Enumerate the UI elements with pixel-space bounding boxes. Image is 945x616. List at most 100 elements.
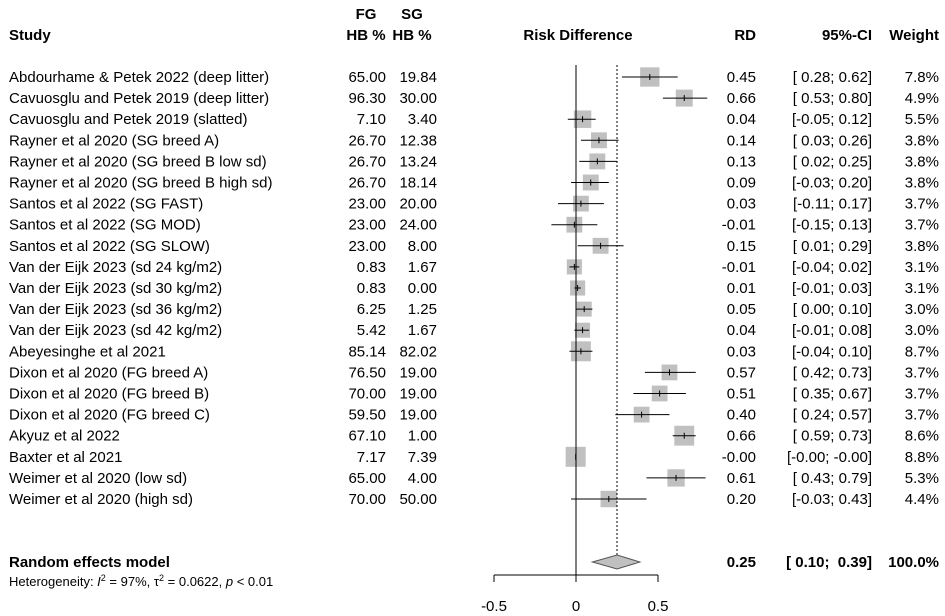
sg-value: 20.00: [399, 196, 437, 213]
ci-value: [-0.01; 0.03]: [792, 280, 872, 297]
pooled-row: Random effects model 0.25 [ 0.10; 0.39] …: [9, 554, 939, 571]
fg-value: 6.25: [357, 301, 386, 318]
table-row: Dixon et al 2020 (FG breed A) 76.50 19.00 0…: [9, 364, 939, 381]
weight-value: 3.8%: [905, 175, 939, 192]
sg-value: 0.00: [408, 280, 437, 297]
study-name: Dixon et al 2020 (FG breed C): [9, 407, 210, 424]
study-name: Van der Eijk 2023 (sd 24 kg/m2): [9, 259, 222, 276]
x-tick-label: 0: [572, 598, 580, 615]
weight-value: 8.8%: [905, 449, 939, 466]
rd-value: 0.15: [727, 238, 756, 255]
table-row: Abeyesinghe et al 2021 85.14 82.02 0.03 [-0.…: [9, 341, 939, 362]
table-row: Santos et al 2022 (SG MOD) 23.00 24.00 -0.0…: [9, 217, 939, 234]
table-row: Dixon et al 2020 (FG breed B) 70.00 19.00 0…: [9, 386, 939, 403]
column-headers: Study FG HB % SG HB % Risk Difference RD…: [9, 6, 939, 44]
table-row: Santos et al 2022 (SG SLOW) 23.00 8.00 0.15…: [9, 238, 939, 255]
rd-value: 0.04: [727, 111, 756, 128]
study-name: Rayner et al 2020 (SG breed B high sd): [9, 175, 272, 192]
fg-value: 5.42: [357, 322, 386, 339]
fg-value: 96.30: [348, 90, 386, 107]
table-row: Rayner et al 2020 (SG breed A) 26.70 12.38…: [9, 132, 939, 149]
ci-value: [ 0.24; 0.57]: [793, 407, 872, 424]
sg-value: 13.24: [399, 153, 437, 170]
heterogeneity-tau-value: = 0.0622,: [164, 574, 226, 589]
weight-value: 8.7%: [905, 343, 939, 360]
rd-value: 0.13: [727, 153, 756, 170]
fg-value: 26.70: [348, 175, 386, 192]
header-weight: Weight: [889, 27, 939, 44]
study-name: Rayner et al 2020 (SG breed A): [9, 132, 219, 149]
rd-value: 0.03: [727, 196, 756, 213]
study-name: Abeyesinghe et al 2021: [9, 343, 166, 360]
ci-value: [-0.00; -0.00]: [787, 449, 872, 466]
fg-value: 0.83: [357, 280, 386, 297]
ci-value: [ 0.42; 0.73]: [793, 364, 872, 381]
study-name: Baxter et al 2021: [9, 449, 122, 466]
rd-value: 0.01: [727, 280, 756, 297]
sg-value: 19.00: [399, 364, 437, 381]
ci-value: [-0.04; 0.10]: [792, 343, 872, 360]
table-row: Santos et al 2022 (SG FAST) 23.00 20.00 0.0…: [9, 196, 939, 213]
sg-value: 3.40: [408, 111, 437, 128]
header-sg-bottom: HB %: [392, 27, 431, 44]
sg-value: 1.00: [408, 428, 437, 445]
ci-value: [ 0.28; 0.62]: [793, 69, 872, 86]
heterogeneity-text: Heterogeneity: I2 = 97%, τ2 = 0.0622, p …: [9, 573, 273, 589]
sg-value: 30.00: [399, 90, 437, 107]
rd-value: 0.57: [727, 364, 756, 381]
rd-value: 0.45: [727, 69, 756, 86]
table-row: Baxter et al 2021 7.17 7.39 -0.00 [-0.00; -0…: [9, 446, 939, 467]
table-row: Van der Eijk 2023 (sd 30 kg/m2) 0.83 0.00 0…: [9, 280, 939, 297]
sg-value: 19.84: [399, 69, 437, 86]
study-rows: Abdourhame & Petek 2022 (deep litter) 65.…: [9, 67, 939, 508]
header-study: Study: [9, 27, 51, 44]
heterogeneity-i2-symbol: I: [97, 574, 101, 589]
study-name: Cavuosglu and Petek 2019 (deep litter): [9, 90, 269, 107]
rd-value: 0.51: [727, 386, 756, 403]
fg-value: 0.83: [357, 259, 386, 276]
weight-value: 3.7%: [905, 386, 939, 403]
study-name: Santos et al 2022 (SG FAST): [9, 196, 203, 213]
study-name: Akyuz et al 2022: [9, 428, 120, 445]
table-row: Weimer et al 2020 (high sd) 70.00 50.00 0.2…: [9, 490, 939, 508]
ci-value: [ 0.00; 0.10]: [793, 301, 872, 318]
study-name: Weimer et al 2020 (low sd): [9, 470, 187, 487]
weight-value: 3.1%: [905, 280, 939, 297]
weight-value: 3.8%: [905, 153, 939, 170]
table-row: Abdourhame & Petek 2022 (deep litter) 65.…: [9, 67, 939, 87]
heterogeneity-tau-symbol: τ: [154, 574, 160, 589]
rd-value: 0.61: [727, 470, 756, 487]
sg-value: 12.38: [399, 132, 437, 149]
fg-value: 59.50: [348, 407, 386, 424]
fg-value: 85.14: [348, 343, 386, 360]
ci-value: [ 0.02; 0.25]: [793, 153, 872, 170]
fg-value: 7.17: [357, 449, 386, 466]
study-name: Abdourhame & Petek 2022 (deep litter): [9, 69, 269, 86]
sg-value: 18.14: [399, 175, 437, 192]
weight-value: 8.6%: [905, 428, 939, 445]
ci-value: [-0.01; 0.08]: [792, 322, 872, 339]
fg-value: 67.10: [348, 428, 386, 445]
rd-value: 0.05: [727, 301, 756, 318]
sg-value: 82.02: [399, 343, 437, 360]
weight-value: 5.5%: [905, 111, 939, 128]
weight-value: 3.7%: [905, 364, 939, 381]
weight-value: 4.4%: [905, 491, 939, 508]
ci-value: [ 0.03; 0.26]: [793, 132, 872, 149]
ci-value: [ 0.53; 0.80]: [793, 90, 872, 107]
table-row: Van der Eijk 2023 (sd 36 kg/m2) 6.25 1.25 0…: [9, 301, 939, 318]
table-row: Rayner et al 2020 (SG breed B low sd) 26.…: [9, 153, 939, 170]
rd-value: 0.04: [727, 322, 756, 339]
pooled-label: Random effects model: [9, 554, 170, 571]
rd-value: 0.03: [727, 343, 756, 360]
heterogeneity-i2-value: = 97%,: [106, 574, 154, 589]
weight-value: 3.7%: [905, 407, 939, 424]
ci-value: [-0.11; 0.17]: [793, 196, 872, 213]
fg-value: 76.50: [348, 364, 386, 381]
ci-value: [-0.05; 0.12]: [792, 111, 872, 128]
weight-value: 7.8%: [905, 69, 939, 86]
sg-value: 19.00: [399, 386, 437, 403]
fg-value: 23.00: [348, 217, 386, 234]
pooled-weight: 100.0%: [888, 554, 939, 571]
table-row: Van der Eijk 2023 (sd 24 kg/m2) 0.83 1.67 -…: [9, 259, 939, 276]
